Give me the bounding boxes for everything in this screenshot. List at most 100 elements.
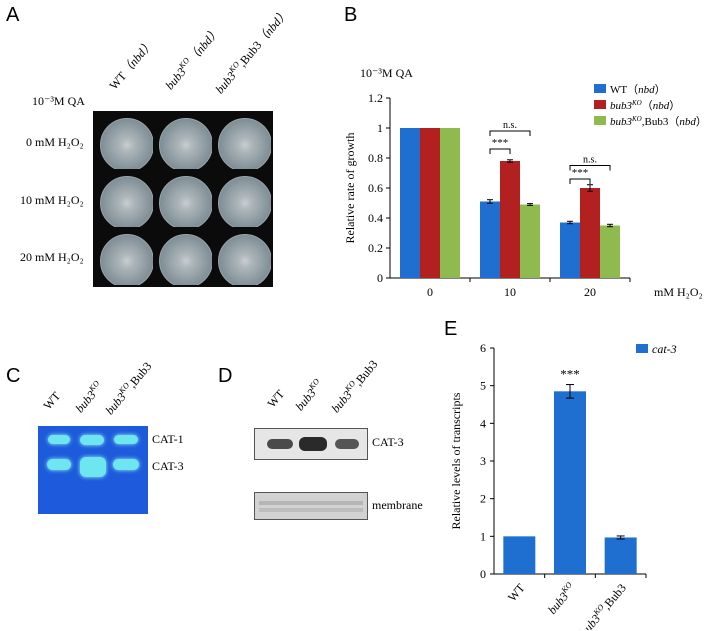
chart-b-bar [400, 128, 420, 278]
chart-b-sig-label: *** [492, 137, 509, 149]
chart-b-xtick-label: 10 [504, 285, 516, 299]
chart-b-ytick-label: 0.6 [368, 181, 383, 195]
chart-e-ytick-label: 3 [480, 454, 486, 468]
panel-a-row-10: 10 mM H₂O₂ [20, 193, 84, 207]
chart-b-legend-swatch [594, 84, 606, 93]
chart-e-ytick-label: 6 [480, 341, 486, 355]
chart-b-top-label: 10⁻³M QA [360, 66, 413, 80]
chart-b-legend-swatch [594, 116, 606, 125]
chart-b-bar [580, 188, 600, 278]
chart-e: 0 1 2 3 4 5 6 Relative levels of transcripts WT b… [449, 341, 677, 630]
plate-rescue-0 [213, 113, 271, 169]
chart-e-legend-swatch [636, 344, 648, 353]
panel-a-row-20: 20 mM H₂O₂ [20, 250, 84, 264]
gel-band-cat1-rescue [114, 435, 138, 444]
plate-bub3ko-10 [154, 171, 212, 227]
chart-e-legend-label: cat-3 [652, 342, 677, 356]
chart-e-sig-label: *** [560, 367, 580, 382]
chart-b-bar [500, 161, 520, 278]
wb-band-rescue [335, 439, 359, 449]
chart-b-legend-swatch [594, 100, 606, 109]
plate-dish [159, 118, 212, 169]
panel-c-col-rescue: bub3KO,Bub3 [102, 359, 155, 418]
chart-b-ytick-label: 0.4 [368, 211, 383, 225]
chart-b-ytick-label: 0.8 [368, 151, 383, 165]
chart-b-ylabel: Relative rate of growth [343, 133, 357, 244]
chart-e-ytick-label: 0 [480, 567, 486, 581]
membrane-stripe [259, 508, 363, 512]
plate-grid [93, 111, 273, 287]
chart-b-legend-label: bub3KO（nbd） [610, 99, 680, 112]
gel-band-cat3-wt [47, 459, 71, 470]
chart-b-sig-label: n.s. [503, 120, 517, 131]
chart-b-ytick-label: 0.2 [368, 241, 383, 255]
membrane-stain [254, 492, 368, 520]
chart-b-bar [480, 201, 500, 278]
plate-dish [159, 176, 212, 227]
chart-e-ytick-label: 4 [480, 416, 486, 430]
chart-b-bar [420, 128, 440, 278]
membrane-stripe [259, 501, 363, 505]
band-label-cat1: CAT-1 [152, 432, 184, 446]
band-label-cat3-d: CAT-3 [372, 435, 404, 449]
col-suffix: （nbd） [185, 24, 223, 66]
chart-e-xtick-label: bub3KO,Bub3 [576, 580, 629, 630]
chart-b: 10⁻³M QA 0 0.2 0.4 0.6 0.8 1 1.2 Relative rate o… [343, 66, 707, 299]
panel-a-col-rescue: bub3KO,Bub3（nbd） [211, 5, 292, 97]
gel-band-cat3-rescue [113, 459, 139, 470]
plate-dish [218, 234, 271, 285]
chart-b-sig-bracket [569, 165, 611, 171]
chart-b-legend-label: bub3KO,Bub3（nbd） [610, 115, 707, 128]
col-suffix: （nbd） [253, 6, 292, 48]
panel-label-b: B [344, 4, 358, 26]
chart-b-sig-label: n.s. [583, 155, 597, 166]
chart-b-xtick-label: 20 [584, 285, 596, 299]
plate-wt-10 [95, 171, 153, 227]
chart-b-ytick-label: 0 [377, 271, 383, 285]
plate-dish [100, 176, 153, 227]
chart-e-bar [604, 537, 637, 574]
panel-label-e: E [444, 318, 458, 340]
wb-band-bub3ko [299, 437, 327, 451]
chart-b-ytick-label: 1.2 [368, 91, 383, 105]
plate-rescue-10 [213, 171, 271, 227]
plate-dish [159, 234, 212, 285]
panel-d-col-wt: WT [264, 387, 288, 411]
chart-e-ytick-label: 5 [480, 379, 486, 393]
col-mid: ,Bub3 [125, 359, 155, 391]
plate-bub3ko-20 [154, 229, 212, 285]
chart-b-xlabel: mM H₂O₂ [654, 285, 703, 299]
plate-bub3ko-0 [154, 113, 212, 169]
chart-b-ytick-label: 1 [377, 121, 383, 135]
plate-rescue-20 [213, 229, 271, 285]
chart-e-xtick-label: WT [505, 580, 528, 604]
plate-dish [218, 118, 271, 169]
western-blot [254, 428, 368, 460]
panel-a-col-wt: WT（nbd） [105, 36, 157, 93]
chart-e-xtick-label: bub3KO [544, 580, 578, 617]
gel-band-cat3-bub3ko [80, 457, 106, 477]
band-label-cat3: CAT-3 [152, 459, 184, 473]
panel-label-c: C [6, 365, 21, 387]
panel-d-col-rescue: bub3KO,Bub3 [328, 357, 381, 416]
panel-d-col-bub3ko: bub3KO [292, 377, 327, 414]
chart-b-sig-label: *** [572, 167, 589, 179]
wb-band-wt [267, 439, 293, 449]
chart-b-bar [520, 204, 540, 278]
chart-e-ytick-label: 1 [480, 529, 486, 543]
chart-b-sig-bracket [489, 148, 511, 154]
gel-band-cat1-wt [48, 435, 70, 444]
chart-b-sig-bracket [569, 178, 591, 184]
col-suffix: （nbd） [118, 36, 157, 79]
panel-a-qa-label: 10⁻³M QA [32, 94, 85, 108]
col-mid: ,Bub3 [351, 357, 381, 389]
panel-c-col-wt: WT [40, 389, 64, 413]
chart-b-bar [600, 225, 620, 278]
chart-b-bar [560, 222, 580, 278]
band-label-membrane: membrane [372, 498, 423, 512]
chart-e-bar [554, 391, 586, 574]
chart-e-bar [503, 536, 536, 574]
chart-e-ytick-label: 2 [480, 492, 486, 506]
panel-a-row-0: 0 mM H₂O₂ [26, 135, 84, 149]
chart-b-legend-label: WT（nbd） [610, 83, 666, 96]
